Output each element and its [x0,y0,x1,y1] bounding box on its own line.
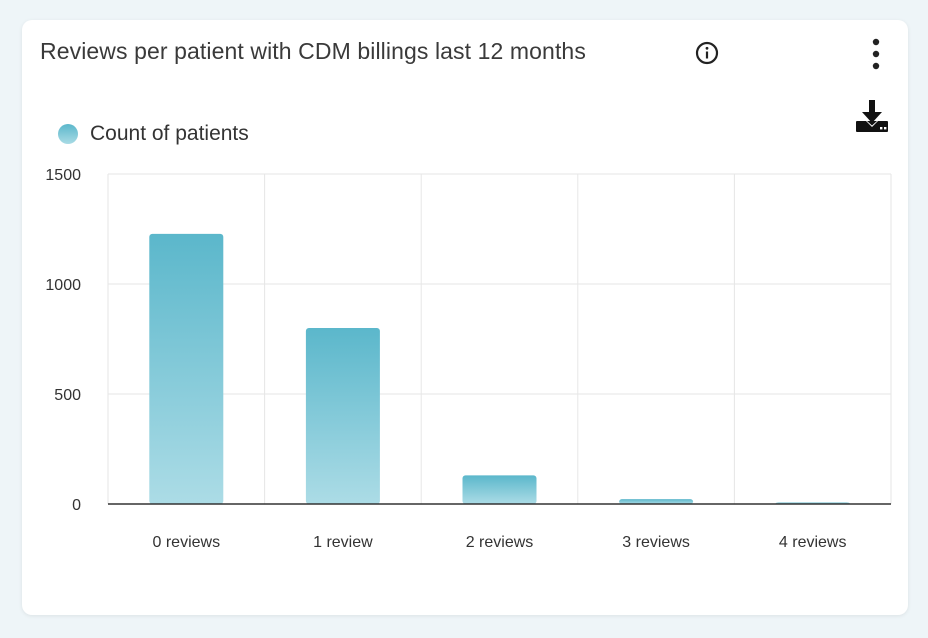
chart-legend: Count of patients [58,122,249,146]
y-tick-label: 0 [72,497,81,514]
x-tick-label: 4 reviews [779,534,847,551]
x-tick-label: 3 reviews [622,534,690,551]
info-circle-icon[interactable] [695,41,719,65]
bar[interactable] [149,233,224,504]
x-tick-label: 2 reviews [466,534,534,551]
x-tick-label: 1 review [313,534,373,551]
chart-title: Reviews per patient with CDM billings la… [40,38,586,64]
legend-swatch [58,124,78,144]
x-tick-label: 0 reviews [153,534,221,551]
download-icon[interactable] [854,98,890,134]
bar[interactable] [462,475,537,504]
legend-label: Count of patients [90,122,249,145]
more-vertical-icon[interactable] [864,37,888,73]
bar[interactable] [619,499,694,504]
y-tick-label: 500 [54,387,81,404]
bar[interactable] [305,328,380,504]
y-tick-label: 1500 [45,167,81,184]
y-tick-label: 1000 [45,277,81,294]
